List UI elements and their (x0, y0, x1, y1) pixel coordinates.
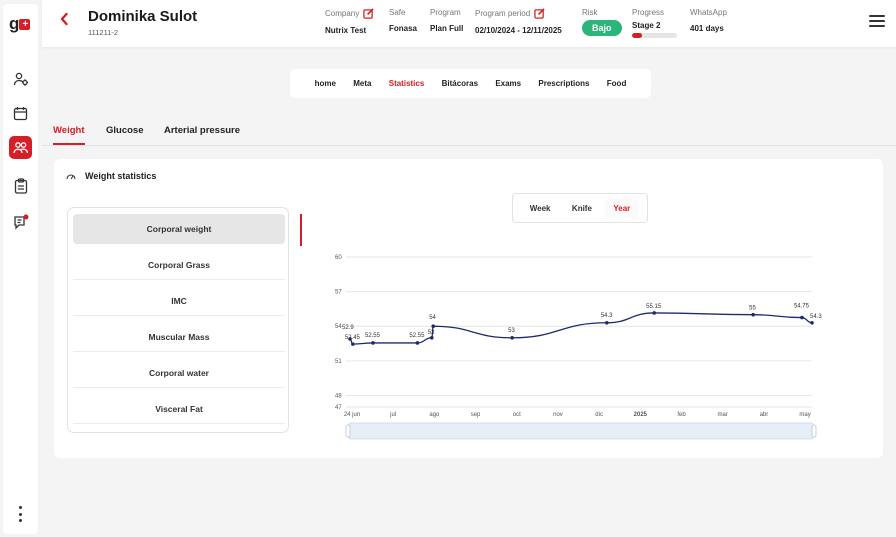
nav-meta[interactable]: Meta (353, 79, 372, 88)
progress-value: Stage 2 (632, 21, 661, 30)
progress-bar (632, 33, 677, 38)
range-year[interactable]: Year (605, 198, 639, 218)
settings-users-icon[interactable] (10, 68, 31, 89)
progress-label: Progress (632, 8, 665, 17)
period-value: 02/10/2024 - 12/11/2025 (475, 26, 562, 35)
app-logo[interactable]: g + (9, 14, 31, 34)
more-vertical-icon[interactable] (13, 504, 27, 524)
sidebar: g + (3, 4, 38, 534)
risk-label: Risk (582, 8, 598, 17)
tab-glucose[interactable]: Glucose (106, 125, 144, 136)
program-value: Plan Full (430, 24, 464, 33)
whatsapp-value: 401 days (690, 24, 724, 33)
metric-corporal-grass[interactable]: Corporal Grass (73, 250, 285, 280)
program-label: Program (430, 8, 461, 17)
range-knife[interactable]: Knife (571, 203, 592, 213)
patient-name: Dominika Sulot (88, 8, 198, 25)
weight-subtabs: Weight Glucose Arterial pressure (42, 122, 896, 146)
edit-period-icon[interactable] (534, 8, 545, 19)
risk-field: Risk Bajo (582, 8, 622, 36)
metric-muscular-mass[interactable]: Muscular Mass (73, 322, 285, 352)
company-value: Nutrix Test (325, 26, 367, 35)
program-period-field: Program period 02/10/2024 - 12/11/2025 (475, 8, 562, 35)
metric-imc[interactable]: IMC (73, 286, 285, 316)
metric-list: Corporal weight Corporal Grass IMC Muscular… (67, 207, 302, 433)
tab-arterial-pressure[interactable]: Arterial pressure (164, 125, 241, 136)
logo-text: g (9, 14, 19, 33)
calendar-icon[interactable] (10, 103, 31, 124)
program-field: Program Plan Full (430, 8, 463, 33)
nav-exams[interactable]: Exams (495, 79, 522, 88)
period-label: Program period (475, 9, 531, 18)
range-toggle: Week Knife Year (512, 193, 648, 223)
nav-statistics[interactable]: Statistics (388, 79, 425, 88)
edit-company-icon[interactable] (363, 8, 374, 19)
chat-icon[interactable] (10, 211, 31, 232)
whatsapp-field: WhatsApp 401 days (690, 8, 727, 33)
range-slider-handle-right[interactable] (811, 424, 817, 438)
menu-icon[interactable] (869, 15, 885, 27)
logo-mark: + (19, 19, 31, 30)
safe-value: Fonasa (389, 24, 418, 33)
metric-corporal-water[interactable]: Corporal water (73, 358, 285, 388)
nav-food[interactable]: Food (606, 79, 627, 88)
chevron-left-icon[interactable] (59, 12, 69, 31)
progress-bar-fill (632, 33, 642, 38)
company-label: Company (325, 9, 360, 18)
safe-label: Safe (389, 8, 406, 17)
card-header: Weight statistics (66, 171, 156, 181)
statistics-card: Weight statistics Corporal weight Corpora… (54, 159, 883, 458)
tab-weight[interactable]: Weight (53, 125, 85, 145)
active-metric-indicator (300, 214, 302, 246)
card-title: Weight statistics (85, 171, 157, 181)
risk-badge: Bajo (582, 20, 622, 36)
progress-field: Progress Stage 2 (632, 8, 677, 38)
patients-icon[interactable] (9, 136, 32, 159)
company-field: Company Nutrix Test (325, 8, 374, 35)
nav-bitacoras[interactable]: Bitácoras (441, 79, 479, 88)
gauge-icon (66, 174, 76, 180)
section-nav: home Meta Statistics Bitácoras Exams Prescrip… (290, 69, 651, 98)
header (42, 0, 896, 47)
nav-home[interactable]: home (314, 79, 336, 88)
metric-visceral-fat[interactable]: Visceral Fat (73, 394, 285, 424)
range-week[interactable]: Week (529, 203, 551, 213)
patient-id: 111211-2 (88, 28, 119, 37)
safe-field: Safe Fonasa (389, 8, 417, 33)
range-slider-handle-left[interactable] (345, 424, 351, 438)
metric-corporal-weight[interactable]: Corporal weight (73, 214, 285, 244)
whatsapp-label: WhatsApp (690, 8, 727, 17)
nav-prescriptions[interactable]: Prescriptions (538, 79, 590, 88)
clipboard-icon[interactable] (10, 175, 31, 196)
